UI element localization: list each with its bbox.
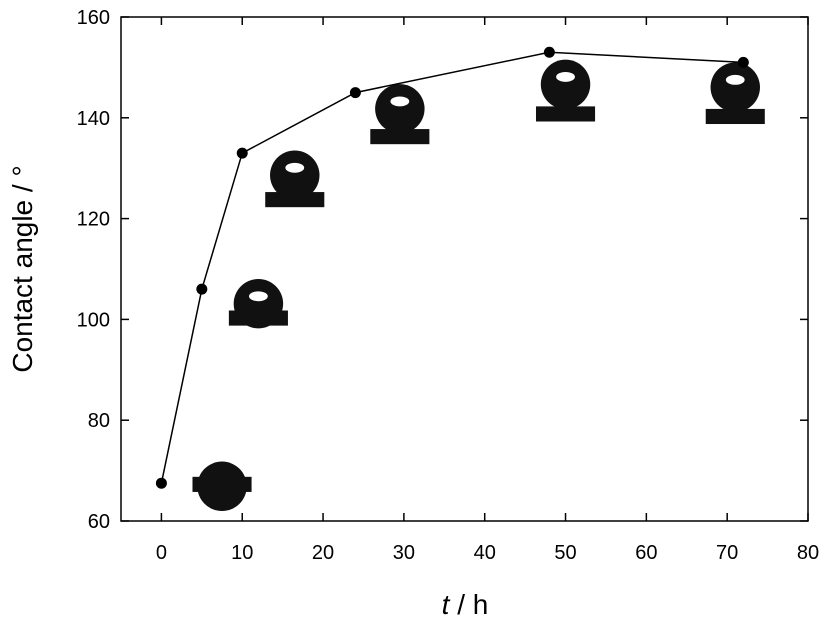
droplet-body [710,62,760,113]
droplet-highlight [390,96,410,107]
x-tick-label: 80 [797,542,819,564]
droplet-substrate [705,108,765,125]
y-tick-label: 80 [88,410,110,432]
x-axis-label-italic: t [442,589,451,620]
data-point [737,56,749,68]
y-tick-label: 140 [77,108,110,130]
x-tick-label: 30 [393,542,415,564]
droplet-substrate [370,129,430,145]
x-axis-label: t / h [442,589,489,620]
droplet-insets [192,59,765,512]
x-tick-label: 60 [635,542,657,564]
x-tick-label: 40 [474,542,496,564]
x-axis-label-unit: / h [449,589,488,620]
droplet-inset [228,278,288,329]
data-point [349,87,361,99]
x-tick-label: 20 [312,542,334,564]
data-point [236,147,248,159]
y-axis-ticks: 60 80 100 120 140 160 [77,7,808,533]
droplet-substrate [535,106,596,122]
droplet-inset [265,150,325,208]
data-point [196,283,208,295]
series-group [155,46,749,489]
droplet-highlight [249,291,268,302]
droplet-inset [370,84,430,145]
droplet-inset [535,59,596,122]
x-tick-label: 70 [716,542,738,564]
x-tick-label: 50 [554,542,576,564]
x-tick-label: 0 [156,542,167,564]
droplet-highlight [725,74,745,85]
data-point [543,46,555,58]
y-tick-label: 100 [77,309,110,331]
y-tick-label: 120 [77,209,110,231]
droplet-inset [705,62,765,125]
droplet-body [375,84,425,134]
y-tick-label: 160 [77,7,110,29]
plot-frame [120,16,809,522]
droplet-body [270,150,320,200]
droplet-highlight [556,71,575,82]
y-axis-label: Contact angle / ° [7,165,38,372]
droplet-body [197,461,247,512]
droplet-inset [192,461,252,512]
droplet-body [540,59,591,110]
droplet-body [233,278,284,329]
x-axis-ticks: 0 10 20 30 40 50 60 70 80 [156,17,819,564]
y-tick-label: 60 [88,511,110,533]
x-tick-label: 10 [231,542,253,564]
data-point [155,477,167,489]
series-line [160,51,744,484]
droplet-highlight [285,162,305,173]
